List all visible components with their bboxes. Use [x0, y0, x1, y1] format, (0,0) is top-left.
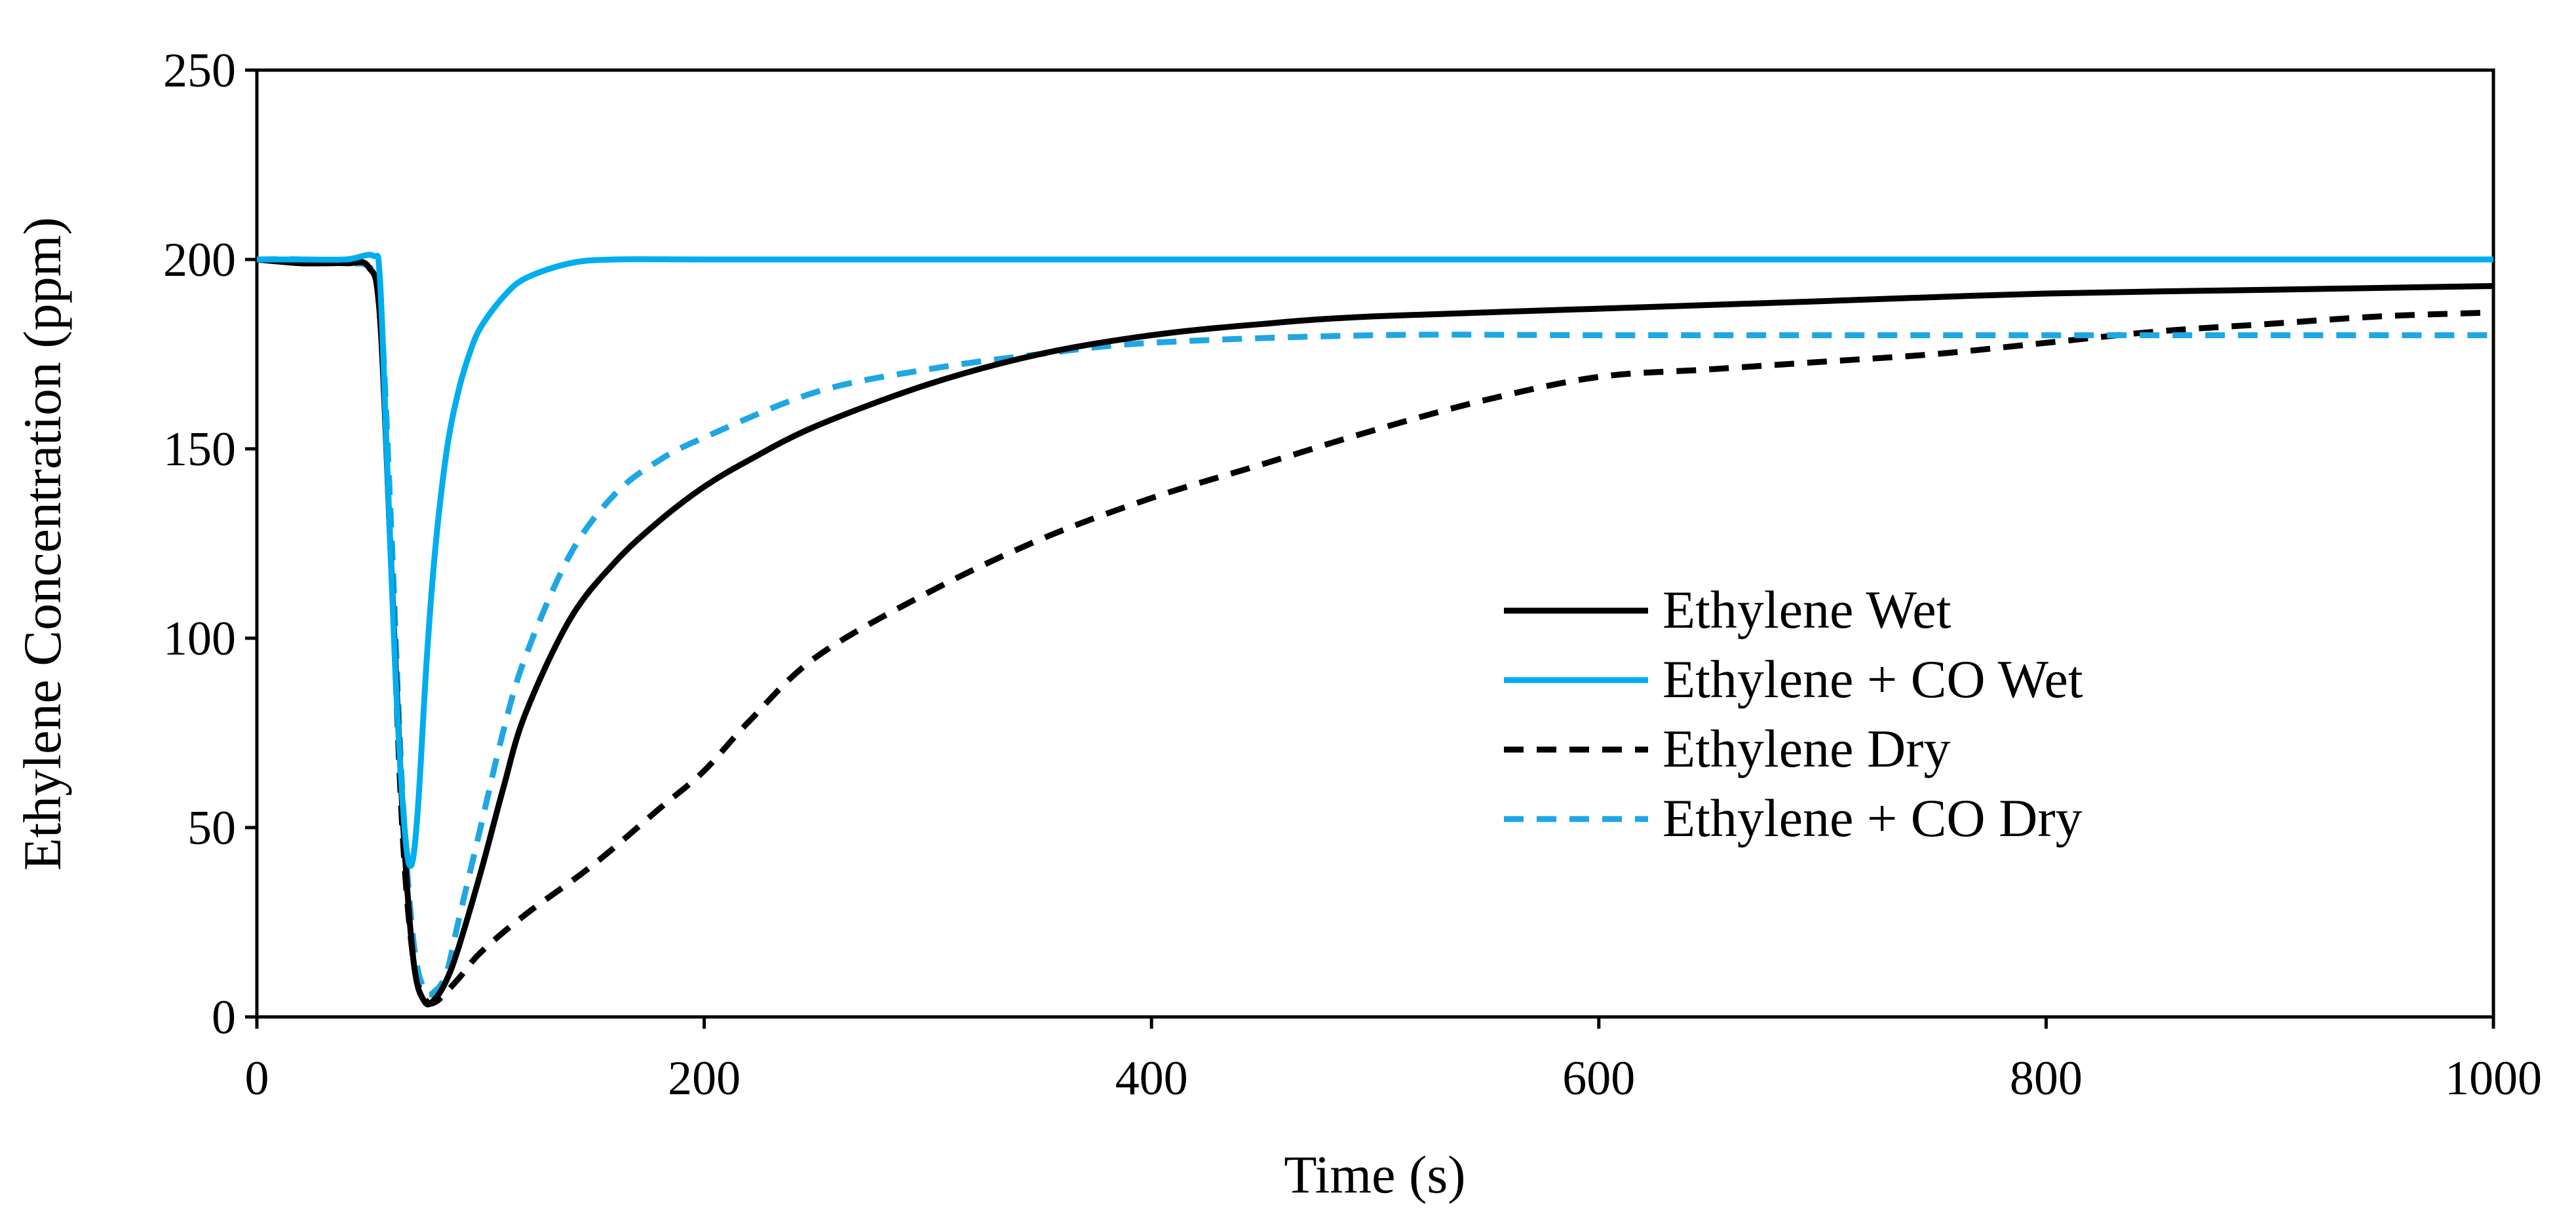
y-axis-title: Ethylene Concentration (ppm): [12, 217, 72, 870]
y-tick-label: 200: [163, 233, 236, 287]
legend-label: Ethylene Wet: [1663, 580, 1951, 640]
y-axis-tick-labels: 0 50 100 150 200 250: [163, 44, 236, 1044]
x-axis-title: Time (s): [1284, 1145, 1465, 1204]
legend-label: Ethylene Dry: [1663, 719, 1950, 778]
legend-label: Ethylene + CO Wet: [1663, 649, 2083, 709]
series-line-ethylene-wet: [256, 256, 2494, 1008]
y-tick-label: 0: [212, 991, 236, 1044]
series-line-ethylene-co-wet: [256, 252, 2493, 869]
y-tick-label: 150: [163, 423, 236, 476]
y-tick-label: 250: [163, 44, 236, 98]
legend-label: Ethylene + CO Dry: [1663, 788, 2083, 848]
plot-frame: [255, 68, 2495, 1019]
series-lines: [256, 252, 2494, 1008]
y-tick-label: 100: [163, 612, 236, 666]
x-tick-label: 800: [2010, 1052, 2083, 1105]
y-tick-label: 50: [187, 801, 236, 855]
x-tick-label: 0: [245, 1052, 269, 1105]
x-tick-label: 400: [1115, 1052, 1188, 1105]
legend: Ethylene Wet Ethylene + CO Wet Ethylene Dr…: [1504, 580, 2083, 848]
x-tick-label: 600: [1562, 1052, 1635, 1105]
tick-marks: [245, 68, 2495, 1029]
x-tick-label: 200: [668, 1052, 740, 1105]
series-line-ethylene-dry: [256, 256, 2494, 1007]
x-axis-tick-labels: 0 200 400 600 800 1000: [245, 1052, 2543, 1105]
series-line-ethylene-co-dry: [256, 256, 2493, 998]
x-tick-label: 1000: [2445, 1052, 2542, 1105]
